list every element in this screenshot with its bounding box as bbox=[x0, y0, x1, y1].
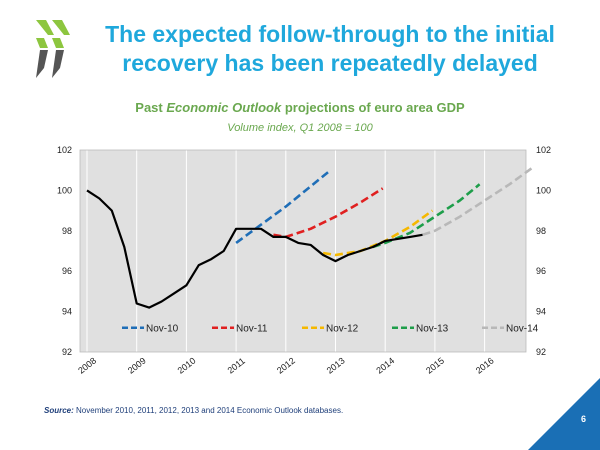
source-text: November 2010, 2011, 2012, 2013 and 2014… bbox=[73, 406, 344, 415]
grid-lines bbox=[86, 150, 486, 352]
source-label: Source: bbox=[44, 406, 74, 415]
y-tick-left-94: 94 bbox=[62, 307, 72, 317]
chart-title-italic: Economic Outlook bbox=[166, 100, 282, 115]
y-tick-left-102: 102 bbox=[57, 145, 72, 155]
legend-label-nov-12: Nov-12 bbox=[326, 323, 359, 334]
x-tick-2010: 2010 bbox=[176, 356, 198, 376]
y-tick-left-98: 98 bbox=[62, 226, 72, 236]
legend-label-nov-13: Nov-13 bbox=[416, 323, 449, 334]
series-lines bbox=[86, 167, 533, 309]
x-tick-2012: 2012 bbox=[275, 356, 297, 376]
x-tick-2013: 2013 bbox=[325, 356, 347, 376]
x-tick-2008: 2008 bbox=[76, 356, 98, 376]
source-note: Source: November 2010, 2011, 2012, 2013 … bbox=[44, 406, 343, 415]
plot-area bbox=[80, 150, 526, 352]
y-tick-right-92: 92 bbox=[536, 347, 546, 357]
page-number: 6 bbox=[580, 414, 586, 424]
y-tick-left-100: 100 bbox=[57, 185, 72, 195]
chart-title: Past Economic Outlook projections of eur… bbox=[135, 100, 465, 115]
legend-label-nov-14: Nov-14 bbox=[506, 323, 539, 334]
oecd-logo bbox=[34, 18, 74, 80]
x-tick-2016: 2016 bbox=[474, 356, 496, 376]
series-line-actual bbox=[86, 189, 423, 309]
legend: Nov-10 Nov-11 Nov-12 Nov-13 Nov-14 bbox=[122, 323, 539, 334]
legend-label-nov-11: Nov-11 bbox=[236, 323, 268, 334]
y-tick-right-102: 102 bbox=[536, 145, 551, 155]
series-line-nov-10 bbox=[235, 171, 329, 244]
chart-subtitle: Volume index, Q1 2008 = 100 bbox=[227, 122, 373, 134]
y-tick-left-92: 92 bbox=[62, 347, 72, 357]
series-line-nov-13 bbox=[372, 183, 481, 249]
legend-label-nov-10: Nov-10 bbox=[146, 323, 179, 334]
chart-title-prefix: Past bbox=[135, 100, 166, 115]
x-tick-2015: 2015 bbox=[424, 356, 446, 376]
plot-border bbox=[79, 149, 527, 353]
y-tick-right-96: 96 bbox=[536, 266, 546, 276]
y-tick-right-94: 94 bbox=[536, 307, 546, 317]
x-tick-2011: 2011 bbox=[226, 356, 247, 376]
slide-title: The expected follow-through to the initi… bbox=[105, 21, 555, 76]
y-tick-right-100: 100 bbox=[536, 185, 551, 195]
corner-triangle bbox=[528, 378, 600, 450]
chart-title-suffix: projections of euro area GDP bbox=[281, 100, 465, 115]
y-tick-right-98: 98 bbox=[536, 226, 546, 236]
series-line-nov-11 bbox=[273, 187, 384, 239]
x-tick-2009: 2009 bbox=[126, 356, 148, 376]
y-tick-left-96: 96 bbox=[62, 266, 72, 276]
x-tick-2014: 2014 bbox=[374, 356, 396, 376]
